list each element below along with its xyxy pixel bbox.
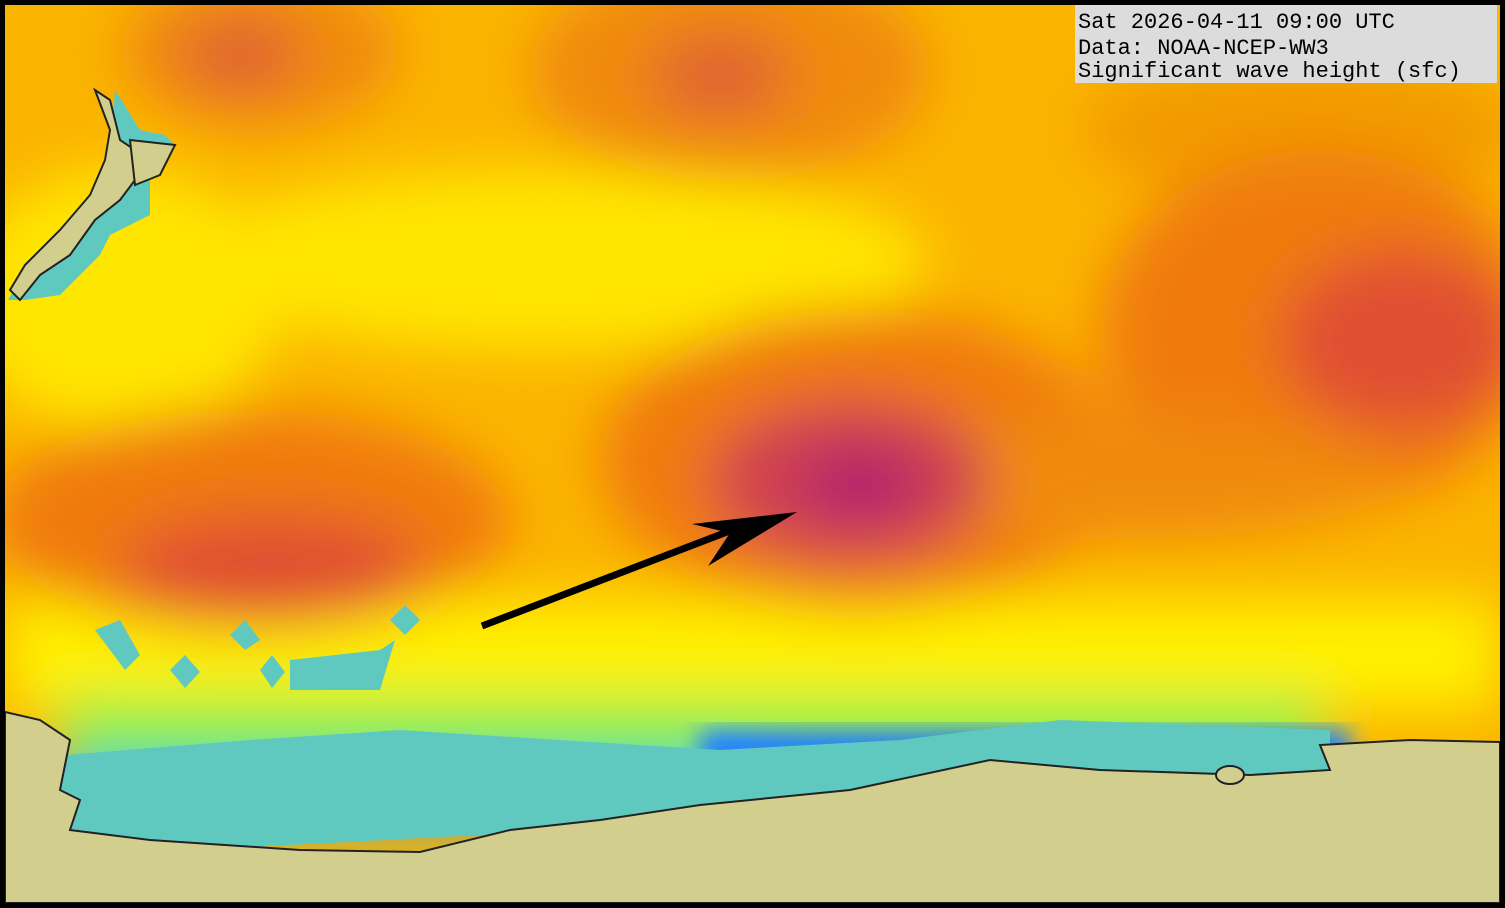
island xyxy=(1215,765,1245,785)
north-island xyxy=(128,138,177,187)
datetime: Sat 2026-04-11 09:00 UTC xyxy=(1078,10,1395,35)
arrow-head xyxy=(692,512,797,566)
arrow-shaft xyxy=(480,523,742,630)
sea-ice-floes xyxy=(95,605,420,690)
field-name: Significant wave height (sfc) xyxy=(1078,59,1461,84)
antarctica xyxy=(5,710,1500,903)
sea-ice xyxy=(5,720,1330,860)
data-source: Data: NOAA-NCEP-WW3 xyxy=(1078,36,1329,61)
info-box xyxy=(1075,5,1497,83)
